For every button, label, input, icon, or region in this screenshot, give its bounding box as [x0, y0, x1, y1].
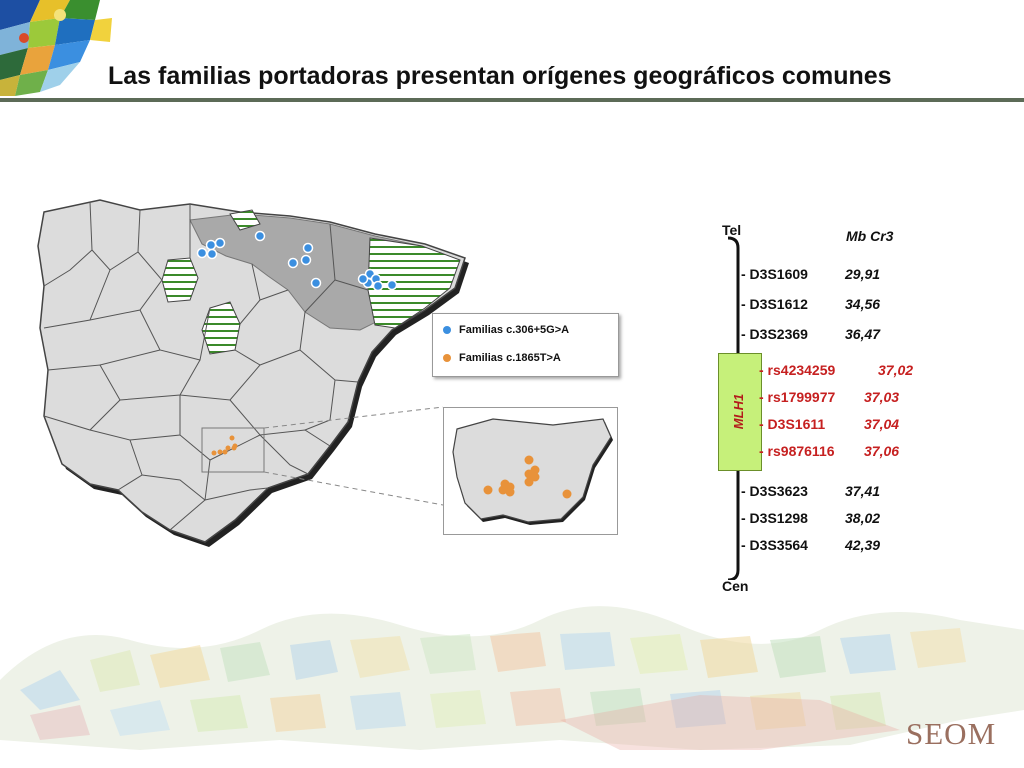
tel-label: Tel	[722, 222, 742, 238]
mosaic-decoration-bottom	[0, 606, 1024, 750]
seom-logo: SEOM	[906, 716, 997, 751]
legend-item-c1865: Familias c.1865T>A	[443, 352, 561, 364]
marker-name: - D3S2369	[741, 326, 808, 342]
province-inset	[443, 407, 618, 535]
marker-mb-value: 37,06	[864, 443, 900, 459]
marker-mb-value: 29,91	[845, 266, 881, 282]
marker-mb-value: 36,47	[845, 326, 881, 342]
legend-item-c306: Familias c.306+5G>A	[443, 324, 569, 336]
mlh1-gene-label-wrap: MLH1	[718, 353, 760, 469]
blue-family-markers	[196, 230, 398, 292]
cen-label: Cen	[722, 578, 749, 594]
striped-province-3	[229, 209, 261, 231]
marker-mb-value: 42,39	[845, 537, 881, 553]
legend-label-c1865: Familias c.1865T>A	[459, 352, 561, 364]
marker-mb-value: 34,56	[845, 296, 881, 312]
marker-name: - rs4234259	[759, 362, 836, 378]
title-divider	[0, 98, 1024, 102]
marker-mb-value: 37,04	[864, 416, 900, 432]
marker-name: - D3S3564	[741, 537, 808, 553]
marker-name: - D3S3623	[741, 483, 808, 499]
legend-orange-dot-icon	[443, 354, 451, 362]
marker-name: - rs9876116	[759, 443, 835, 459]
marker-name: - D3S1612	[741, 296, 808, 312]
marker-name: - D3S1609	[741, 266, 808, 282]
spain-map	[37, 199, 469, 547]
slide-title: Las familias portadoras presentan orígen…	[108, 62, 892, 90]
mlh1-gene-box	[718, 353, 762, 471]
orange-family-markers-small	[211, 435, 238, 456]
striped-province-4	[367, 237, 461, 329]
legend-blue-dot-icon	[443, 326, 451, 334]
marker-name: - rs1799977	[759, 389, 836, 405]
legend-label-c306: Familias c.306+5G>A	[459, 324, 570, 336]
mb-header: Mb Cr3	[846, 228, 894, 244]
marker-mb-value: 37,03	[864, 389, 900, 405]
marker-mb-value: 37,02	[878, 362, 914, 378]
marker-mb-value: 37,41	[845, 483, 881, 499]
map-legend: Familias c.306+5G>A Familias c.1865T>A	[432, 313, 619, 377]
marker-name: - D3S1298	[741, 510, 808, 526]
map-inset-highlight	[201, 427, 265, 473]
mosaic-decoration-top	[0, 0, 112, 96]
mlh1-gene-label: MLH1	[731, 393, 747, 429]
marker-name: - D3S1611	[759, 416, 826, 432]
orange-family-markers-inset	[483, 455, 572, 499]
marker-mb-value: 38,02	[845, 510, 881, 526]
